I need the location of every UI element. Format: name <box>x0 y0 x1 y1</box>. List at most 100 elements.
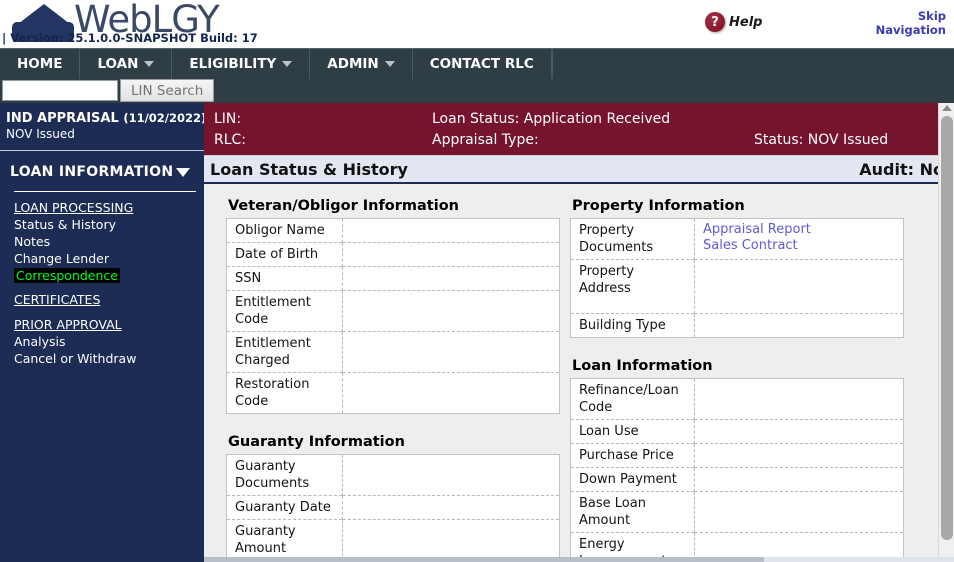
row-label: Restoration Code <box>226 372 343 414</box>
vertical-scrollbar-thumb[interactable] <box>941 116 953 540</box>
sidebar-item-change-lender[interactable]: Change Lender <box>14 251 109 266</box>
nav-item-label: ADMIN <box>327 56 379 72</box>
table-row: Guaranty Date <box>226 495 560 520</box>
row-value <box>343 455 560 496</box>
table-row: Base Loan Amount <box>570 491 904 533</box>
row-value <box>342 242 560 267</box>
loan-status-banner: LIN: RLC: Loan Status: Application Recei… <box>204 103 954 156</box>
row-label: Guaranty Date <box>226 495 343 520</box>
row-value <box>342 331 560 373</box>
house-shield-logo <box>6 0 78 44</box>
table-row: Entitlement Code <box>226 290 560 332</box>
table-row: Purchase Price <box>570 443 904 468</box>
row-label: Refinance/Loan Code <box>570 378 695 420</box>
question-mark-icon: ? <box>705 12 725 32</box>
table-row: Restoration Code <box>226 372 560 414</box>
table-row: Down Payment <box>570 467 904 492</box>
page-title: Loan Status & History <box>210 159 408 179</box>
left-column: Veteran/Obligor Information Obligor Name… <box>226 194 560 562</box>
nav-filler <box>551 49 954 79</box>
nav-item-label: HOME <box>17 56 63 72</box>
sidebar-item-cancel-or-withdraw[interactable]: Cancel or Withdraw <box>14 351 137 366</box>
nav-item-home[interactable]: HOME <box>0 49 81 79</box>
sidebar-section-label: LOAN INFORMATION <box>10 164 174 180</box>
sales-contract-link[interactable]: Sales Contract <box>703 238 798 253</box>
row-label: Entitlement Code <box>226 290 343 332</box>
table-row: Obligor Name <box>226 218 560 243</box>
sidebar-item-notes[interactable]: Notes <box>14 234 51 249</box>
table-row: Entitlement Charged <box>226 331 560 373</box>
vertical-scrollbar[interactable] <box>938 103 954 562</box>
row-label: Property Address <box>570 259 695 314</box>
sidebar-item-status-history[interactable]: Status & History <box>14 217 116 232</box>
horizontal-scrollbar[interactable] <box>204 557 954 562</box>
sidebar-item-correspondence[interactable]: Correspondence <box>14 268 120 283</box>
row-label: Building Type <box>570 313 695 338</box>
help-link[interactable]: ? Help <box>705 12 762 32</box>
appraisal-type-text: Appraisal Type: <box>432 132 539 148</box>
lin-search-button[interactable]: LIN Search <box>120 79 215 102</box>
row-value <box>695 379 904 420</box>
skip-nav-line-1: Skip <box>917 9 946 23</box>
nav-item-label: LOAN <box>97 56 139 72</box>
audit-status: Audit: No <box>859 159 944 179</box>
nav-item-admin[interactable]: ADMIN <box>310 49 413 79</box>
sidebar-item-analysis[interactable]: Analysis <box>14 334 66 349</box>
property-documents-links: Appraisal Report Sales Contract <box>695 219 904 260</box>
page-title-bar: Loan Status & History Audit: No <box>204 156 954 184</box>
row-label: Guaranty Amount <box>226 519 343 561</box>
sidebar-item-loan-processing[interactable]: LOAN PROCESSING <box>14 200 134 215</box>
nav-item-eligibility[interactable]: ELIGIBILITY <box>172 49 311 79</box>
appraisal-report-link[interactable]: Appraisal Report <box>703 222 811 237</box>
loan-information-table: Refinance/Loan Code Loan Use Purchase Pr… <box>570 378 904 562</box>
nav-item-label: CONTACT RLC <box>429 56 534 72</box>
table-row: SSN <box>226 266 560 291</box>
nav-item-label: ELIGIBILITY <box>189 56 277 72</box>
row-value <box>694 313 904 338</box>
logo-base-shape <box>12 22 74 42</box>
property-section-title: Property Information <box>572 198 745 214</box>
table-row: Building Type <box>570 313 904 338</box>
row-value <box>342 290 560 332</box>
row-value <box>343 219 560 243</box>
row-value <box>342 519 560 561</box>
row-label: Loan Use <box>570 419 695 444</box>
sidebar-rule <box>14 191 196 192</box>
main-content: LIN: RLC: Loan Status: Application Recei… <box>204 103 954 562</box>
chevron-down-icon <box>144 61 155 67</box>
property-information-table: Property Documents Appraisal Report Sale… <box>570 218 904 338</box>
right-column: Property Information Property Documents … <box>570 194 904 562</box>
appraisal-type: IND APPRAISAL <box>6 111 119 126</box>
chevron-down-icon <box>384 61 395 67</box>
horizontal-scrollbar-thumb[interactable] <box>204 557 764 562</box>
row-label: SSN <box>226 266 343 291</box>
row-value <box>342 372 560 414</box>
body-area: IND APPRAISAL (11/02/2022) NOV Issued LO… <box>0 103 954 562</box>
row-value <box>694 259 904 314</box>
lin-label: LIN: <box>214 111 242 127</box>
search-bar: LIN Search <box>0 79 954 103</box>
appraisal-status: NOV Issued <box>6 127 75 141</box>
appraisal-type-row: IND APPRAISAL (11/02/2022) <box>6 111 206 126</box>
left-sidebar: IND APPRAISAL (11/02/2022) NOV Issued LO… <box>0 103 206 562</box>
loan-status-text: Loan Status: Application Received <box>432 111 671 127</box>
nav-item-contact-rlc[interactable]: CONTACT RLC <box>413 49 552 79</box>
row-value <box>342 266 560 291</box>
sidebar-section-loan-information[interactable]: LOAN INFORMATION <box>0 151 204 191</box>
row-value <box>694 467 904 492</box>
sidebar-item-prior-approval[interactable]: PRIOR APPROVAL <box>14 317 122 332</box>
scroll-up-arrow-icon[interactable] <box>942 105 952 111</box>
appraisal-date: (11/02/2022) <box>123 111 207 125</box>
lin-search-input[interactable] <box>2 80 118 101</box>
sidebar-divider <box>0 150 204 151</box>
row-label: Down Payment <box>570 467 695 492</box>
version-text: | Version: 25.1.0.0-SNAPSHOT Build: 17 <box>2 31 258 45</box>
row-value <box>694 491 904 533</box>
nav-item-loan[interactable]: LOAN <box>80 49 173 79</box>
table-row: Property Address <box>570 259 904 314</box>
rlc-label: RLC: <box>214 132 247 148</box>
status-badge: Status: NOV Issued <box>754 132 889 148</box>
skip-navigation-link[interactable]: Skip Navigation <box>876 9 946 37</box>
sidebar-item-certificates[interactable]: CERTIFICATES <box>14 292 101 307</box>
